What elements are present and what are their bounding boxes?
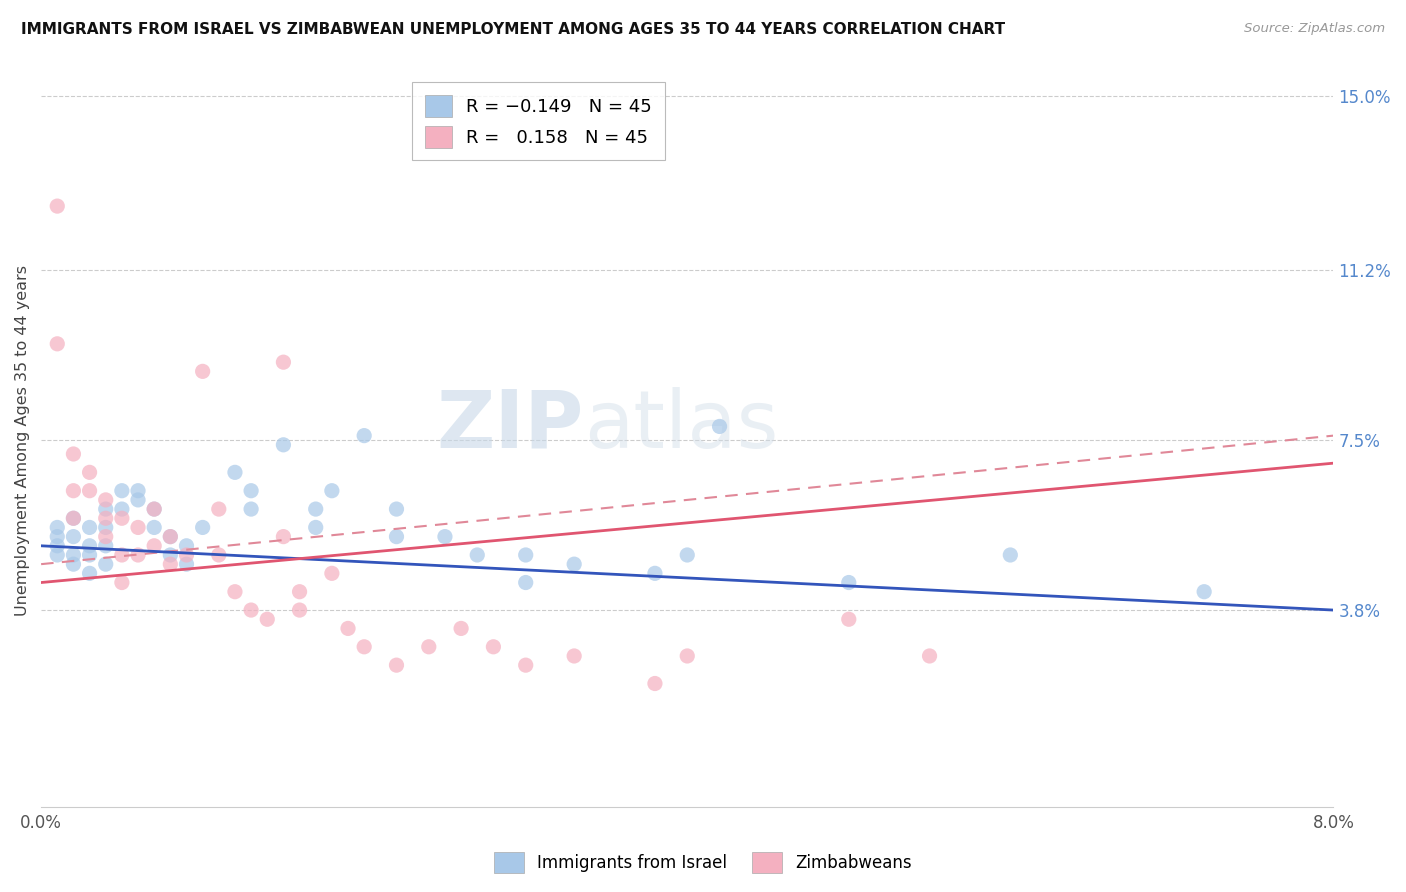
Point	[127, 483, 149, 498]
Point	[62, 548, 84, 562]
Point	[224, 584, 246, 599]
Point	[111, 502, 134, 516]
Point	[273, 438, 295, 452]
Point	[838, 575, 860, 590]
Point	[191, 520, 214, 534]
Point	[159, 530, 181, 544]
Point	[385, 530, 408, 544]
Point	[159, 530, 181, 544]
Point	[676, 648, 699, 663]
Point	[515, 548, 537, 562]
Point	[176, 557, 198, 571]
Point	[240, 603, 263, 617]
Point	[644, 566, 666, 581]
Point	[159, 548, 181, 562]
Point	[46, 539, 69, 553]
Point	[482, 640, 505, 654]
Text: IMMIGRANTS FROM ISRAEL VS ZIMBABWEAN UNEMPLOYMENT AMONG AGES 35 TO 44 YEARS CORR: IMMIGRANTS FROM ISRAEL VS ZIMBABWEAN UNE…	[21, 22, 1005, 37]
Point	[62, 447, 84, 461]
Point	[143, 502, 166, 516]
Point	[143, 502, 166, 516]
Point	[79, 466, 101, 480]
Point	[562, 648, 585, 663]
Text: atlas: atlas	[583, 386, 779, 465]
Point	[562, 557, 585, 571]
Point	[676, 548, 699, 562]
Point	[127, 520, 149, 534]
Point	[79, 548, 101, 562]
Point	[143, 539, 166, 553]
Point	[46, 199, 69, 213]
Point	[127, 492, 149, 507]
Point	[62, 511, 84, 525]
Legend: R = −0.149   N = 45, R =   0.158   N = 45: R = −0.149 N = 45, R = 0.158 N = 45	[412, 82, 665, 161]
Point	[79, 520, 101, 534]
Point	[305, 502, 328, 516]
Point	[176, 539, 198, 553]
Point	[111, 575, 134, 590]
Point	[62, 557, 84, 571]
Point	[46, 336, 69, 351]
Point	[79, 483, 101, 498]
Point	[418, 640, 440, 654]
Point	[337, 622, 360, 636]
Point	[208, 502, 231, 516]
Point	[433, 530, 456, 544]
Point	[94, 520, 117, 534]
Point	[208, 548, 231, 562]
Point	[176, 548, 198, 562]
Y-axis label: Unemployment Among Ages 35 to 44 years: Unemployment Among Ages 35 to 44 years	[15, 265, 30, 615]
Point	[385, 502, 408, 516]
Point	[240, 502, 263, 516]
Point	[385, 658, 408, 673]
Point	[46, 530, 69, 544]
Point	[46, 548, 69, 562]
Point	[838, 612, 860, 626]
Point	[143, 520, 166, 534]
Point	[62, 511, 84, 525]
Point	[94, 492, 117, 507]
Point	[62, 483, 84, 498]
Point	[240, 483, 263, 498]
Point	[94, 530, 117, 544]
Point	[288, 584, 311, 599]
Point	[224, 466, 246, 480]
Point	[111, 483, 134, 498]
Point	[79, 539, 101, 553]
Text: Source: ZipAtlas.com: Source: ZipAtlas.com	[1244, 22, 1385, 36]
Point	[256, 612, 278, 626]
Point	[273, 530, 295, 544]
Point	[465, 548, 488, 562]
Point	[515, 658, 537, 673]
Point	[1000, 548, 1022, 562]
Point	[159, 557, 181, 571]
Point	[111, 548, 134, 562]
Point	[94, 557, 117, 571]
Point	[94, 539, 117, 553]
Point	[321, 483, 343, 498]
Point	[273, 355, 295, 369]
Point	[305, 520, 328, 534]
Point	[1192, 584, 1215, 599]
Point	[918, 648, 941, 663]
Legend: Immigrants from Israel, Zimbabweans: Immigrants from Israel, Zimbabweans	[488, 846, 918, 880]
Point	[644, 676, 666, 690]
Point	[353, 640, 375, 654]
Point	[127, 548, 149, 562]
Point	[62, 530, 84, 544]
Point	[94, 511, 117, 525]
Point	[79, 566, 101, 581]
Text: ZIP: ZIP	[437, 386, 583, 465]
Point	[450, 622, 472, 636]
Point	[94, 502, 117, 516]
Point	[46, 520, 69, 534]
Point	[353, 428, 375, 442]
Point	[191, 364, 214, 378]
Point	[709, 419, 731, 434]
Point	[515, 575, 537, 590]
Point	[111, 511, 134, 525]
Point	[288, 603, 311, 617]
Point	[321, 566, 343, 581]
